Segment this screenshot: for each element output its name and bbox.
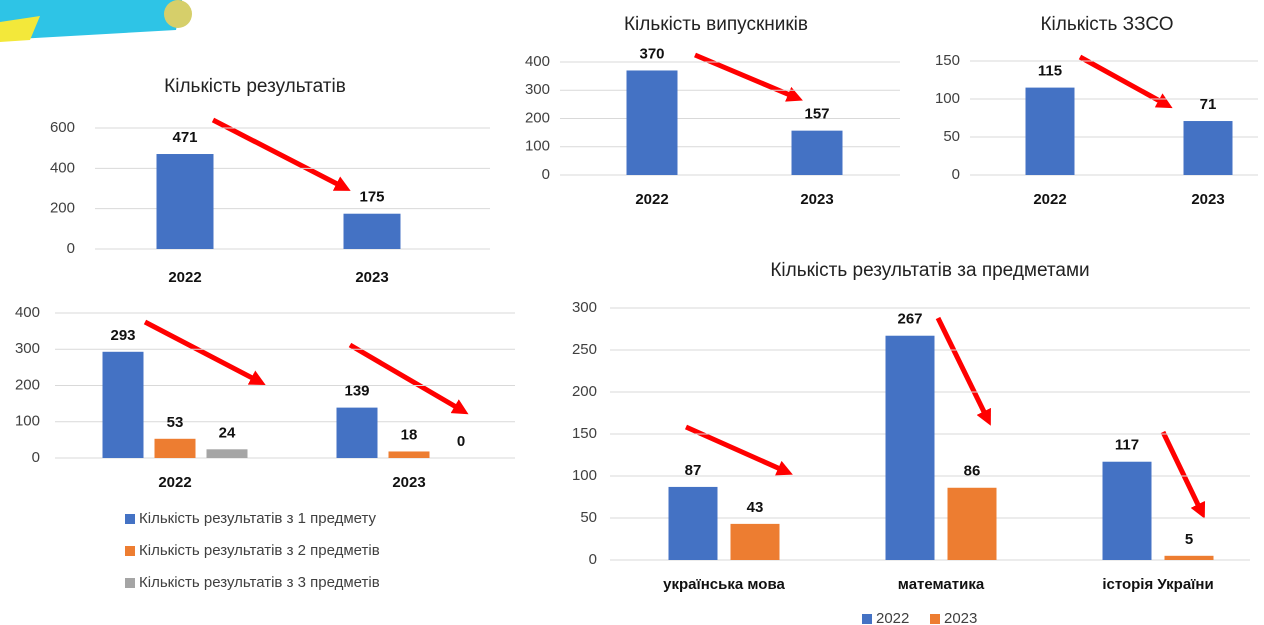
bar bbox=[791, 130, 843, 175]
value-label: 24 bbox=[219, 424, 236, 441]
y-tick-label: 250 bbox=[572, 341, 597, 358]
y-tick-label: 300 bbox=[15, 340, 40, 357]
value-label: 0 bbox=[457, 433, 465, 450]
y-tick-label: 0 bbox=[542, 166, 550, 183]
value-label: 86 bbox=[964, 463, 981, 480]
bar bbox=[1164, 555, 1214, 560]
legend-label: 2023 bbox=[944, 610, 977, 625]
legend-label: Кількість результатів з 1 предмету bbox=[139, 510, 377, 527]
bar bbox=[388, 451, 430, 458]
legend-swatch bbox=[862, 614, 872, 624]
value-label: 117 bbox=[1115, 437, 1139, 454]
y-tick-label: 100 bbox=[15, 413, 40, 430]
logo bbox=[0, 0, 192, 42]
x-tick-label: 2023 bbox=[355, 269, 388, 286]
arrow bbox=[694, 52, 803, 102]
bar bbox=[206, 449, 248, 458]
legend-swatch bbox=[930, 614, 940, 624]
bar bbox=[947, 487, 997, 560]
value-label: 471 bbox=[172, 129, 197, 146]
legend-swatch bbox=[125, 578, 135, 588]
bar bbox=[885, 335, 935, 560]
bar bbox=[730, 523, 780, 560]
y-tick-label: 600 bbox=[50, 119, 75, 136]
arrow bbox=[1078, 54, 1173, 109]
value-label: 139 bbox=[344, 383, 369, 400]
value-label: 43 bbox=[747, 499, 764, 516]
value-label: 53 bbox=[167, 414, 184, 431]
value-label: 5 bbox=[1185, 531, 1193, 548]
y-tick-label: 150 bbox=[935, 52, 960, 69]
bar bbox=[668, 486, 718, 560]
y-tick-label: 100 bbox=[935, 90, 960, 107]
y-tick-label: 0 bbox=[952, 166, 960, 183]
y-tick-label: 400 bbox=[525, 53, 550, 70]
y-tick-label: 50 bbox=[943, 128, 960, 145]
x-tick-label: 2022 bbox=[158, 474, 191, 491]
value-label: 175 bbox=[359, 189, 384, 206]
bar bbox=[102, 351, 144, 458]
y-tick-label: 300 bbox=[525, 81, 550, 98]
arrow bbox=[1160, 430, 1206, 519]
x-tick-label: історія України bbox=[1102, 576, 1213, 593]
x-tick-label: 2022 bbox=[1033, 191, 1066, 208]
value-label: 267 bbox=[897, 311, 922, 328]
arrow bbox=[935, 316, 991, 426]
value-label: 71 bbox=[1200, 96, 1217, 113]
y-tick-label: 400 bbox=[15, 304, 40, 321]
value-label: 115 bbox=[1038, 63, 1062, 80]
y-tick-label: 400 bbox=[50, 159, 75, 176]
y-tick-label: 150 bbox=[572, 425, 597, 442]
bar bbox=[626, 70, 678, 175]
value-label: 293 bbox=[110, 327, 135, 344]
bar bbox=[156, 154, 214, 249]
arrow bbox=[143, 319, 266, 385]
y-tick-label: 200 bbox=[525, 109, 550, 126]
x-tick-label: 2023 bbox=[392, 474, 425, 491]
legend-swatch bbox=[125, 546, 135, 556]
y-tick-label: 0 bbox=[589, 551, 597, 568]
bar bbox=[336, 407, 378, 458]
x-tick-label: 2023 bbox=[800, 191, 833, 208]
y-tick-label: 300 bbox=[572, 299, 597, 316]
chart-title: Кількість результатів за предметами bbox=[770, 260, 1089, 281]
bar bbox=[1183, 121, 1233, 175]
x-tick-label: 2022 bbox=[168, 269, 201, 286]
y-tick-label: 200 bbox=[572, 383, 597, 400]
value-label: 370 bbox=[639, 45, 664, 62]
y-tick-label: 100 bbox=[572, 467, 597, 484]
y-tick-label: 200 bbox=[50, 200, 75, 217]
legend-label: Кількість результатів з 2 предметів bbox=[139, 542, 380, 559]
x-tick-label: математика bbox=[898, 576, 985, 593]
legend-label: Кількість результатів з 3 предметів bbox=[139, 574, 380, 591]
y-tick-label: 50 bbox=[580, 509, 597, 526]
y-tick-label: 0 bbox=[32, 449, 40, 466]
bar bbox=[154, 438, 196, 458]
value-label: 18 bbox=[401, 426, 418, 443]
y-tick-label: 0 bbox=[67, 240, 75, 257]
arrow bbox=[348, 342, 469, 415]
y-tick-label: 200 bbox=[15, 376, 40, 393]
chart-title: Кількість ЗЗСО bbox=[1040, 14, 1173, 35]
legend-label: 2022 bbox=[876, 610, 909, 625]
x-tick-label: 2022 bbox=[635, 191, 668, 208]
chart-title: Кількість результатів bbox=[164, 76, 346, 97]
bar bbox=[1025, 87, 1075, 175]
x-tick-label: українська мова bbox=[663, 576, 785, 593]
value-label: 157 bbox=[804, 106, 829, 123]
legend-swatch bbox=[125, 514, 135, 524]
y-tick-label: 100 bbox=[525, 138, 550, 155]
value-label: 87 bbox=[685, 462, 702, 479]
bar bbox=[1102, 461, 1152, 560]
x-tick-label: 2023 bbox=[1191, 191, 1224, 208]
chart-title: Кількість випускників bbox=[624, 14, 808, 35]
arrow bbox=[211, 117, 351, 191]
bar bbox=[343, 213, 401, 249]
